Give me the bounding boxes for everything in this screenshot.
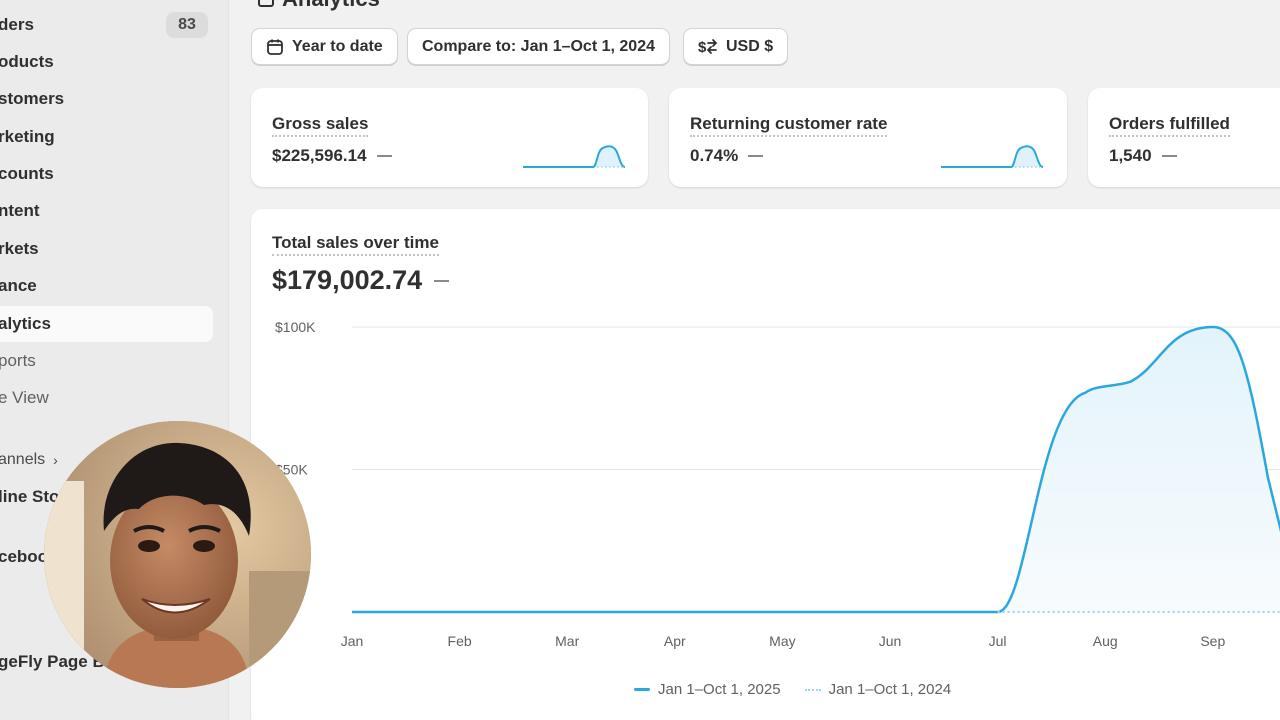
currency-label: USD $ [726,37,774,55]
sidebar-item-label: ports [0,351,36,370]
x-tick-label: Jan [341,633,364,649]
legend-label: Jan 1–Oct 1, 2024 [828,681,952,698]
metric-value: 0.74% [690,146,739,165]
sales-over-time-panel: Total sales over time $179,002.74 $100K $… [251,209,1280,720]
date-range-label: Year to date [292,37,383,55]
legend-label: Jan 1–Oct 1, 2025 [658,681,781,698]
sidebar-item-content[interactable]: ntent [0,193,40,229]
compare-button[interactable]: Compare to: Jan 1–Oct 1, 2024 [407,28,670,65]
sidebar-item-label: ceboo [0,547,49,566]
x-tick-label: Mar [555,633,579,649]
sidebar-item-markets[interactable]: rkets [0,231,39,267]
x-tick-label: Aug [1093,633,1118,649]
sidebar-item-label: rketing [0,127,55,146]
sidebar-item-label: ders [0,15,34,34]
x-tick-label: Jun [879,633,902,649]
legend-solid-line-icon [634,688,650,691]
date-range-button[interactable]: Year to date [251,28,398,65]
sidebar-item-analytics[interactable]: alytics [0,306,213,342]
no-change-dash-icon [1161,155,1177,157]
metric-card-returning-customer-rate[interactable]: Returning customer rate 0.74% [669,88,1067,187]
legend-item-current[interactable]: Jan 1–Oct 1, 2025 [634,681,781,698]
sidebar-item-pagefly[interactable]: geFly Page B [0,644,105,680]
sidebar-item-label: line Sto [0,487,60,506]
sparkline [523,145,626,168]
sidebar-item-finance[interactable]: ance [0,268,37,304]
sidebar-item-discounts[interactable]: counts [0,156,54,192]
no-change-dash-icon [376,155,392,157]
metric-title: Orders fulfilled [1109,114,1230,137]
sidebar-item-facebook[interactable]: ceboo [0,539,48,575]
metric-card-orders-fulfilled[interactable]: Orders fulfilled 1,540 [1088,88,1280,187]
compare-label: Compare to: Jan 1–Oct 1, 2024 [422,37,655,55]
chart-total-row: $179,002.74 [272,265,450,296]
x-tick-label: Jul [989,633,1007,649]
sidebar-item-customers[interactable]: stomers [0,81,64,117]
x-tick-label: May [769,633,795,649]
metric-value-row: 0.74% [690,146,764,166]
chart-total: $179,002.74 [272,265,423,295]
sidebar-item-live-view[interactable]: e View [0,380,49,416]
legend-item-comparison[interactable]: Jan 1–Oct 1, 2024 [804,681,952,698]
page-title-text: Analytics [282,0,380,12]
sales-channels-label: annels [0,451,46,468]
analytics-icon [258,0,274,7]
sidebar-item-products[interactable]: oducts [0,44,54,80]
metric-value: 1,540 [1109,146,1152,165]
sidebar-item-label: e View [0,388,49,407]
sidebar-item-reports[interactable]: ports [0,343,36,379]
x-tick-label: Apr [664,633,686,649]
y-tick-label: $100K [275,319,316,335]
sidebar-item-label: stomers [0,89,65,108]
series-area-current [352,327,1280,612]
calendar-icon [267,39,283,55]
page-title: Analytics [258,0,380,12]
sidebar-item-label: alytics [0,314,51,333]
webcam-overlay [44,421,311,688]
chart-legend: Jan 1–Oct 1, 2025 Jan 1–Oct 1, 2024 [634,681,951,698]
presenter-face-image [44,421,311,688]
sidebar-item-orders[interactable]: ders 83 [0,7,228,43]
sales-channels-header[interactable]: annels › [0,442,58,478]
chevron-right-icon: › [53,452,58,468]
sidebar-item-label: geFly Page B [0,652,105,671]
sidebar-item-label: rkets [0,239,39,258]
no-change-dash-icon [748,155,764,157]
no-change-dash-icon [434,279,450,282]
x-tick-label: Feb [448,633,472,649]
sidebar-item-label: ance [0,276,37,295]
legend-dotted-line-icon [804,688,821,691]
svg-text:$: $ [698,39,707,56]
metric-title: Gross sales [272,114,369,137]
sparkline [941,145,1044,168]
sidebar-item-label: counts [0,164,54,183]
metric-value-row: 1,540 [1109,146,1177,166]
orders-count-badge: 83 [166,12,208,38]
sidebar-item-online-store[interactable]: line Sto [0,479,59,515]
metric-card-gross-sales[interactable]: Gross sales $225,596.14 [251,88,648,187]
metric-value-row: $225,596.14 [272,146,392,166]
sidebar-item-label: ntent [0,201,40,220]
sidebar-item-marketing[interactable]: rketing [0,119,55,155]
x-tick-label: Sep [1200,633,1225,649]
currency-exchange-icon: $ [698,39,717,56]
chart-title[interactable]: Total sales over time [272,233,439,256]
metric-title: Returning customer rate [690,114,888,137]
metric-value: $225,596.14 [272,146,367,165]
series-line-current [352,325,1280,614]
currency-button[interactable]: $ USD $ [683,28,789,65]
sidebar-item-label: oducts [0,52,54,71]
